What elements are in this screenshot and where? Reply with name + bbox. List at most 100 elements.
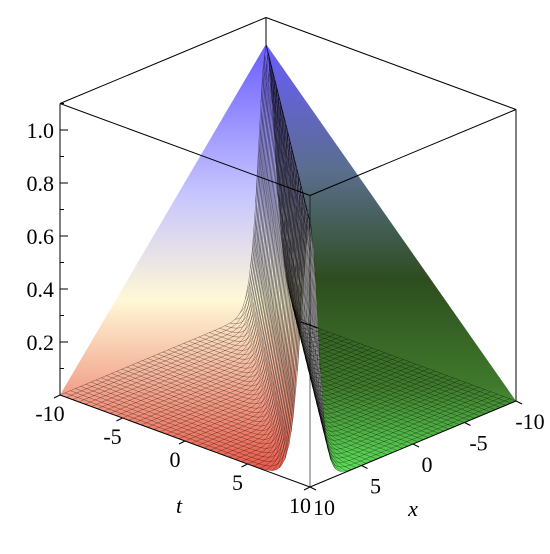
surface-right-fill xyxy=(266,44,516,472)
mesh-line-x-21 xyxy=(157,143,288,387)
surface-right-face xyxy=(265,43,517,472)
x-tick-label-3: 5 xyxy=(370,474,381,499)
x-tick-2 xyxy=(412,443,420,448)
mesh-line-x-31 xyxy=(302,189,357,468)
mesh-line-t-16 xyxy=(283,115,367,365)
mesh-line-t-37 xyxy=(308,215,498,459)
t-tick-label-3: 5 xyxy=(232,470,243,495)
mesh-line-x-26 xyxy=(132,159,295,409)
mesh-line-x-15 xyxy=(188,117,281,360)
mesh-line-x-33 xyxy=(96,197,301,440)
mesh-line-x-35 xyxy=(85,206,303,449)
mesh-line-t-17 xyxy=(166,127,284,435)
mesh-line-t-31 xyxy=(301,188,460,432)
mesh-line-t-25 xyxy=(216,163,292,453)
mesh-line-x-24 xyxy=(142,150,293,400)
mesh-line-x-20 xyxy=(162,132,289,382)
mesh-line-x-5 xyxy=(240,72,270,313)
t-axis-label: t xyxy=(176,493,183,518)
t-tick-0 xyxy=(53,394,61,399)
mesh-line-x-28 xyxy=(121,168,297,418)
mesh-line-t-18 xyxy=(285,124,379,374)
mesh-line-x-7 xyxy=(229,81,272,324)
box-edge-top-right xyxy=(309,109,517,196)
t-tick-label-2: 0 xyxy=(170,447,181,472)
mesh-line-t-13 xyxy=(141,109,279,426)
mesh-line-t-33 xyxy=(303,197,473,441)
mesh-line-t-30 xyxy=(247,177,300,465)
box-edge-top-back-left xyxy=(59,17,267,104)
mesh-line-t-15 xyxy=(153,118,281,430)
z-tick-label-0: 0.2 xyxy=(27,330,55,355)
mesh-line-t-21 xyxy=(191,145,288,444)
mesh-line-x-3 xyxy=(271,65,501,408)
mesh-line-t-35 xyxy=(306,206,485,450)
mesh-line-t-11 xyxy=(128,100,277,421)
mesh-line-x-29 xyxy=(116,179,296,422)
mesh-line-t-36 xyxy=(305,204,492,454)
mesh-line-x-32 xyxy=(101,186,302,436)
mesh-line-x-37 xyxy=(308,216,326,433)
mesh-line-t-20 xyxy=(287,132,392,383)
mesh-line-t-5 xyxy=(91,74,270,407)
x-tick-1 xyxy=(464,422,471,426)
mesh-line-x-16 xyxy=(183,115,284,364)
mesh-line-x-14 xyxy=(193,106,282,356)
z-tick-label-4: 1.0 xyxy=(27,118,55,143)
t-tick-label-1: -5 xyxy=(103,424,121,449)
mesh-line-t-39 xyxy=(310,224,510,468)
z-tick-label-3: 0.8 xyxy=(27,171,55,196)
mesh-line-t-34 xyxy=(303,195,479,445)
z-tick-label-1: 0.4 xyxy=(27,277,55,302)
mesh-line-t-13 xyxy=(281,108,348,352)
mesh-line-t-9 xyxy=(116,91,275,416)
mesh-line-t-3 xyxy=(78,65,268,403)
box-edge-top-left xyxy=(59,103,311,196)
mesh-line-x-2 xyxy=(255,52,269,203)
mesh-line-t-15 xyxy=(284,117,360,361)
mesh-line-t-19 xyxy=(288,135,385,379)
mesh-line-x-13 xyxy=(199,108,279,351)
mesh-line-t-14 xyxy=(281,106,354,356)
x-tick-label-0: -10 xyxy=(515,409,544,434)
mesh-line-t-1 xyxy=(66,56,266,398)
z-tick-label-2: 0.6 xyxy=(27,224,55,249)
mesh-line-x-9 xyxy=(219,90,274,333)
mesh-line-x-37 xyxy=(75,215,305,458)
mesh-line-t-21 xyxy=(290,143,398,388)
t-tick-1 xyxy=(116,417,123,422)
mesh-line-x-23 xyxy=(147,152,290,396)
x-tick-label-2: 0 xyxy=(422,452,433,477)
mesh-line-x-30 xyxy=(298,177,362,466)
mesh-line-t-4 xyxy=(270,61,292,300)
mesh-line-x-10 xyxy=(214,88,278,338)
mesh-line-t-33 xyxy=(266,198,301,471)
mesh-line-t-17 xyxy=(286,126,373,370)
mesh-line-x-12 xyxy=(204,97,280,347)
mesh-line-x-25 xyxy=(137,161,292,404)
x-tick-3 xyxy=(361,465,368,469)
t-tick-3 xyxy=(241,463,248,468)
t-tick-label-4: 10 xyxy=(289,493,311,518)
mesh-line-x-8 xyxy=(224,79,275,329)
mesh-line-t-32 xyxy=(301,186,467,437)
mesh-line-x-17 xyxy=(178,126,283,369)
mesh-line-t-19 xyxy=(178,136,286,439)
mesh-line-t-38 xyxy=(307,213,504,463)
mesh-line-x-1 xyxy=(260,54,266,103)
mesh-line-x-11 xyxy=(209,99,277,342)
mesh-line-x-6 xyxy=(235,70,273,320)
mesh-line-x-4 xyxy=(245,61,271,299)
x-tick-label-4: 10 xyxy=(313,495,335,520)
mesh-line-t-27 xyxy=(228,172,295,458)
x-tick-0 xyxy=(515,400,523,405)
surface-left-fill xyxy=(60,44,310,471)
mesh-line-x-27 xyxy=(126,170,294,413)
axes-group: 0.2 0.4 0.6 0.8 1.0 -10 -5 0 5 10 t -10 -5 0 5 10 x xyxy=(27,103,545,521)
mesh-line-x-39 xyxy=(65,223,307,467)
mesh-line-x-38 xyxy=(70,213,308,462)
mesh-line-t-23 xyxy=(203,154,290,449)
box-edge-top-back-right xyxy=(265,17,517,110)
x-tick-4 xyxy=(309,486,317,491)
